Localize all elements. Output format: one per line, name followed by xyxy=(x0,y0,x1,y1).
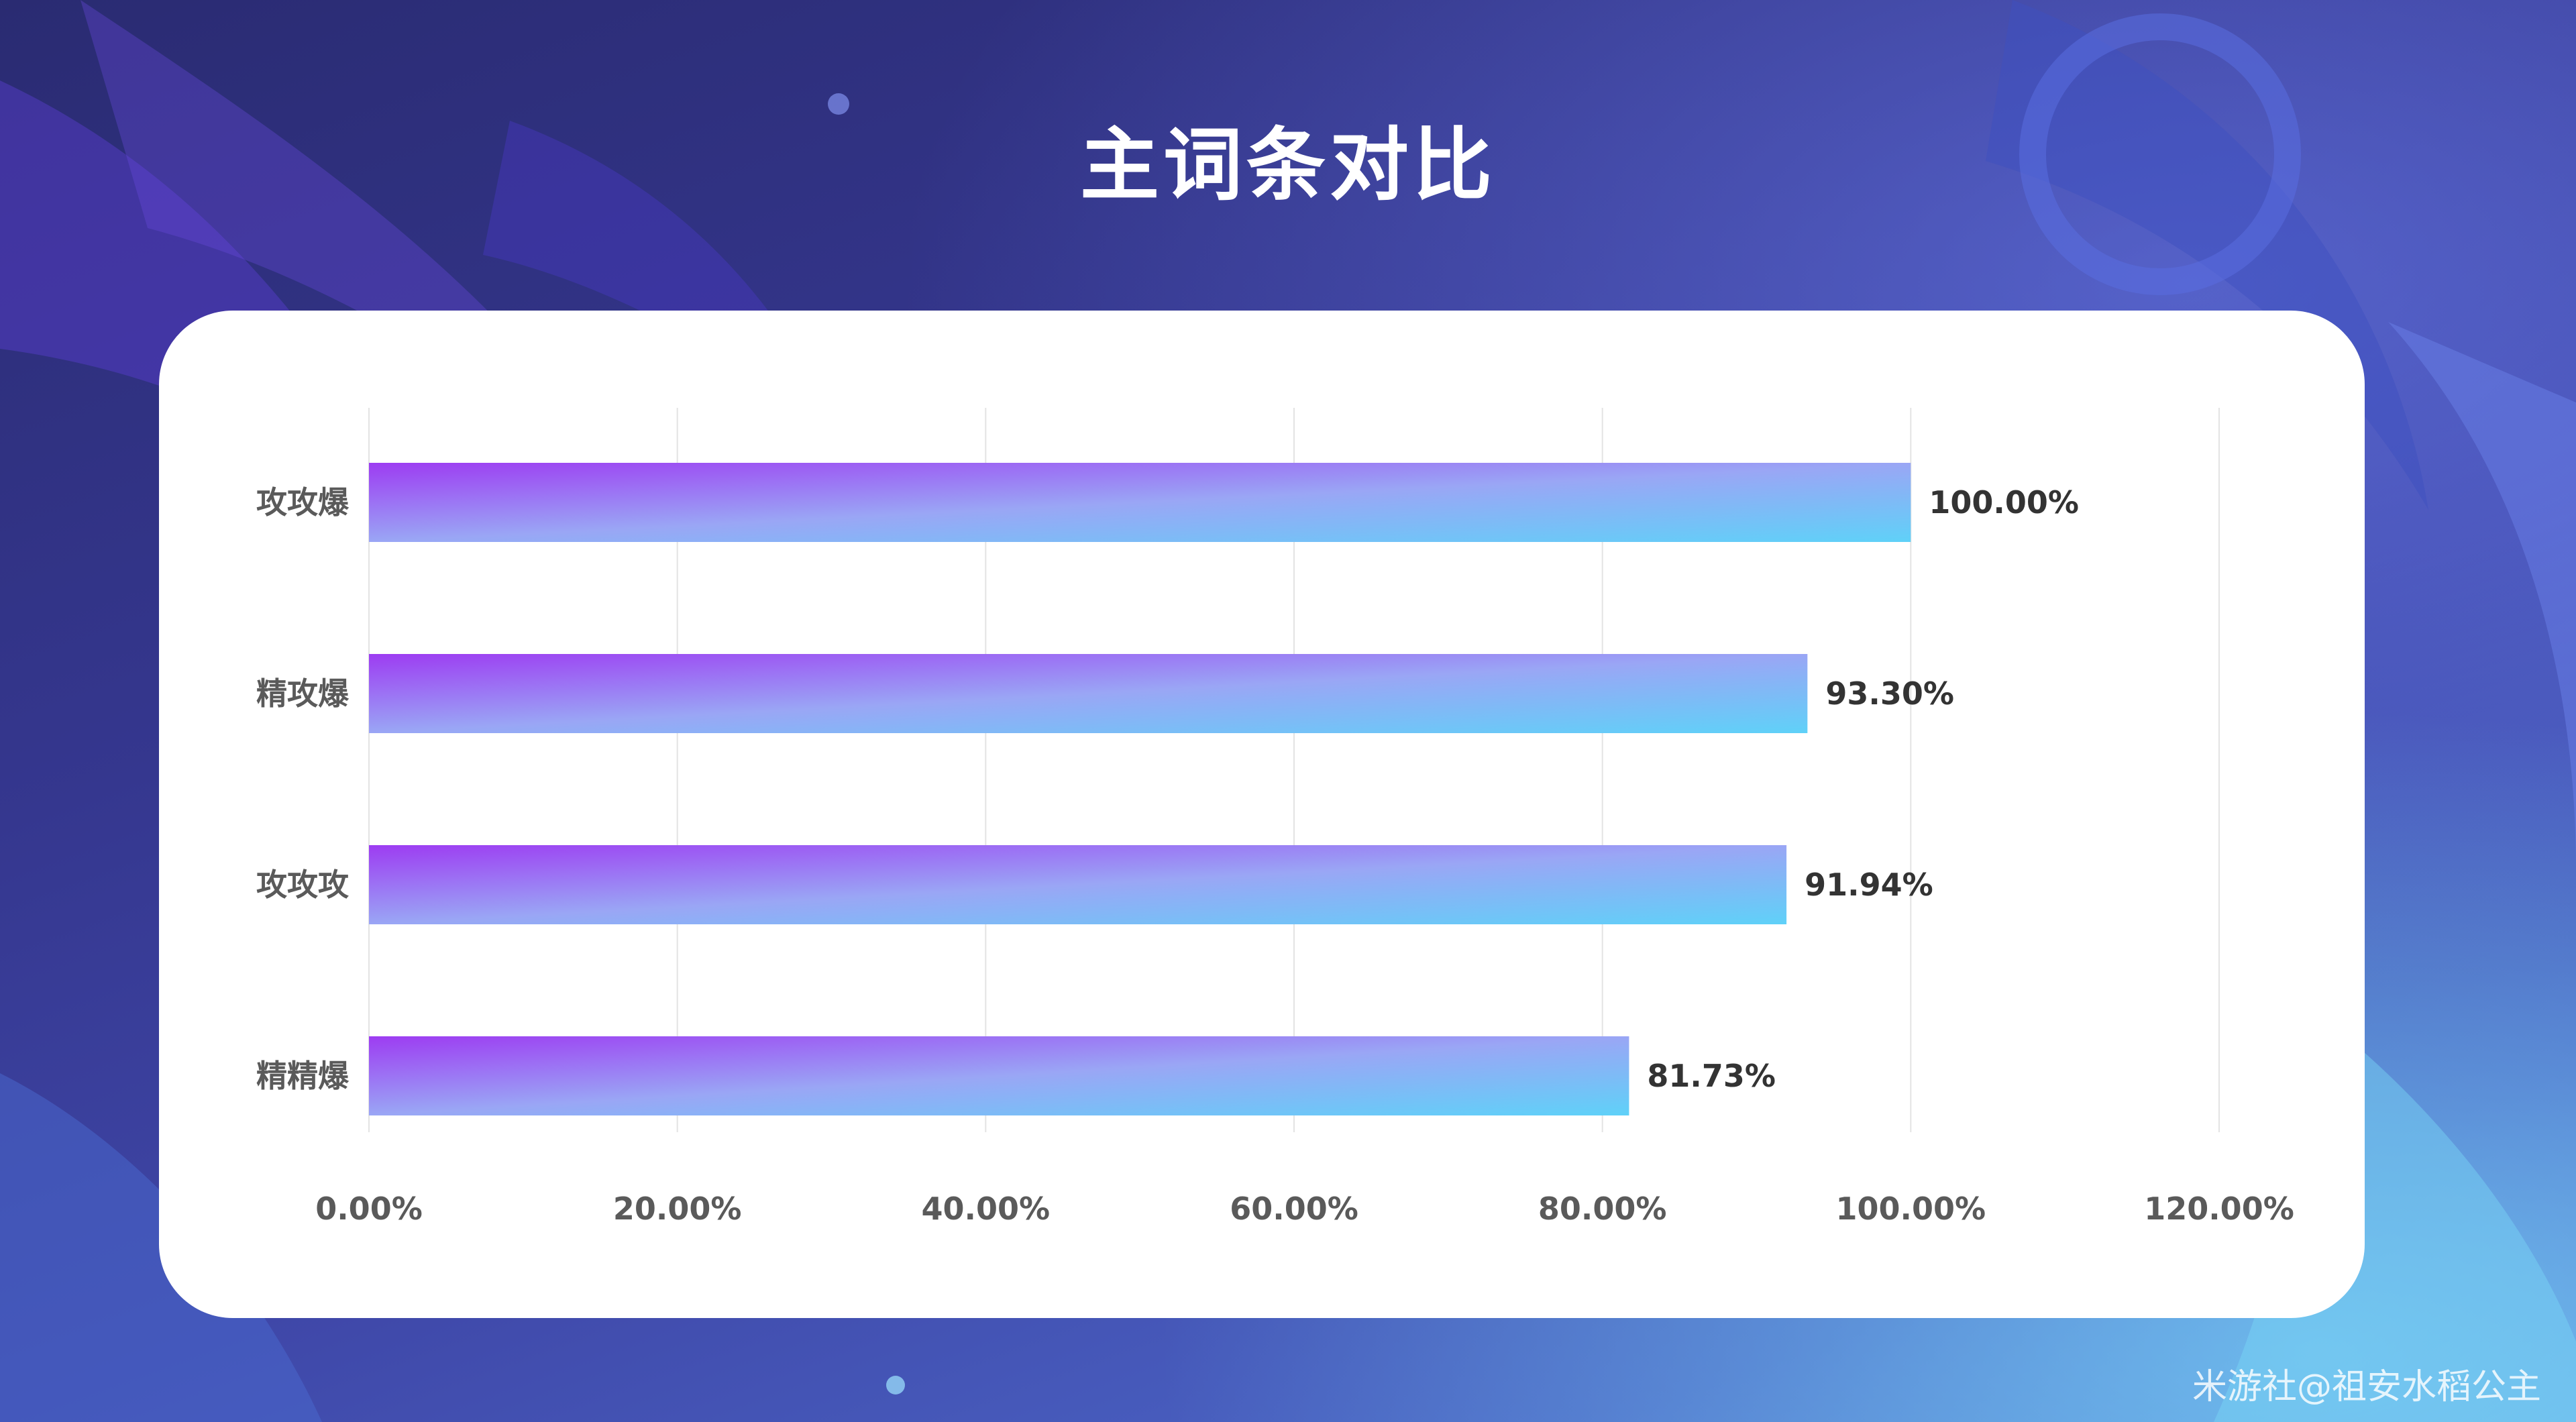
data-label: 100.00% xyxy=(1929,484,2079,521)
data-label: 93.30% xyxy=(1825,675,1954,712)
bar xyxy=(369,1036,1629,1115)
data-label: 81.73% xyxy=(1647,1058,1776,1094)
bar xyxy=(369,463,1911,542)
page-title: 主词条对比 xyxy=(1079,119,1496,211)
data-label: 91.94% xyxy=(1805,867,1933,903)
category-label: 攻攻爆 xyxy=(256,484,350,521)
x-tick-label: 100.00% xyxy=(1836,1191,1986,1227)
x-tick-label: 0.00% xyxy=(315,1191,423,1227)
x-tick-label: 20.00% xyxy=(613,1191,742,1227)
x-tick-label: 80.00% xyxy=(1538,1191,1667,1227)
category-label: 精攻爆 xyxy=(256,675,350,712)
category-label: 精精爆 xyxy=(256,1058,350,1094)
x-tick-label: 40.00% xyxy=(922,1191,1051,1227)
watermark-text: 米游社@祖安水稻公主 xyxy=(2192,1367,2541,1407)
chart-card: 0.00% 20.00% 40.00% 60.00% 80.00% 100.00% 120.… xyxy=(159,311,2365,1318)
x-tick-label: 60.00% xyxy=(1230,1191,1358,1227)
bar xyxy=(369,654,1808,733)
category-label: 攻攻攻 xyxy=(256,867,350,903)
bar xyxy=(369,845,1787,924)
x-tick-label: 120.00% xyxy=(2144,1191,2294,1227)
bar-chart: 0.00% 20.00% 40.00% 60.00% 80.00% 100.00% 120.… xyxy=(256,408,2294,1227)
